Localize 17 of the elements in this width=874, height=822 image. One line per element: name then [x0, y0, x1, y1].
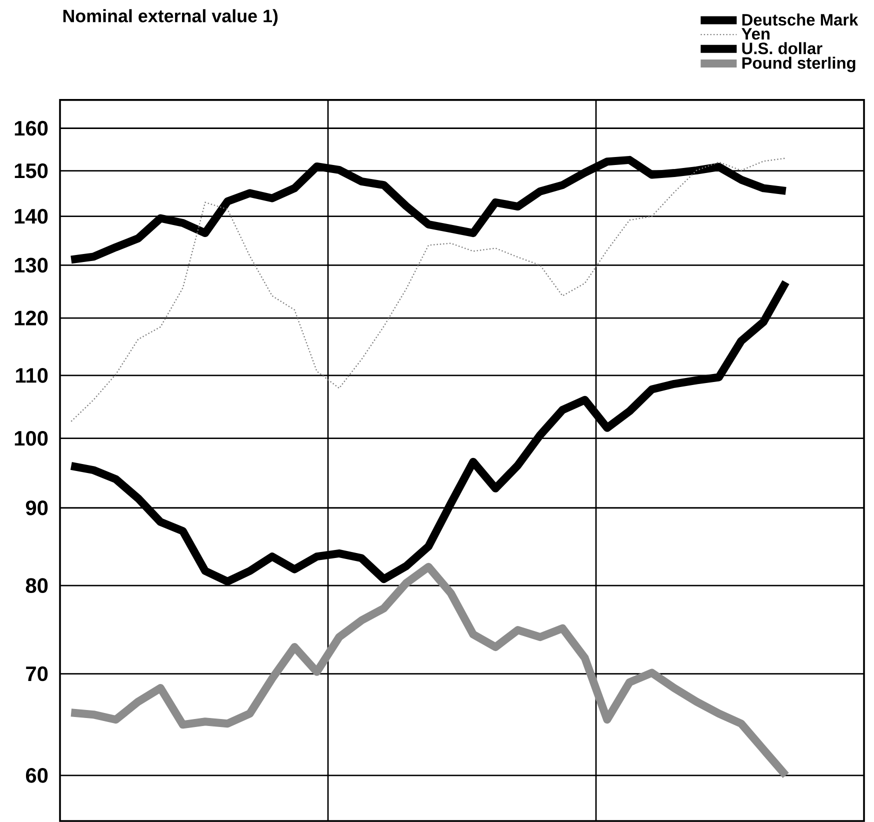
y-tick-label: 70: [26, 666, 48, 682]
y-tick-label: 60: [26, 768, 48, 783]
y-tick-label: 100: [14, 430, 48, 446]
chart-title: Nominal external value 1): [63, 9, 278, 26]
y-tick-label: 130: [14, 258, 48, 273]
line-series: [70, 158, 786, 422]
legend-label: Pound sterling: [742, 56, 856, 72]
y-tick-label: 80: [26, 578, 48, 593]
y-tick-label: 140: [14, 208, 48, 224]
y-tick-label: 110: [16, 368, 48, 383]
legend-label: Yen: [742, 28, 770, 40]
legend-label: U.S. dollar: [742, 42, 822, 54]
legend-label: Deutsche Mark: [742, 14, 858, 26]
y-tick-label: 120: [14, 310, 48, 326]
y-tick-label: 90: [26, 500, 48, 516]
y-tick-label: 160: [14, 120, 48, 136]
y-tick-label: 150: [14, 163, 48, 178]
